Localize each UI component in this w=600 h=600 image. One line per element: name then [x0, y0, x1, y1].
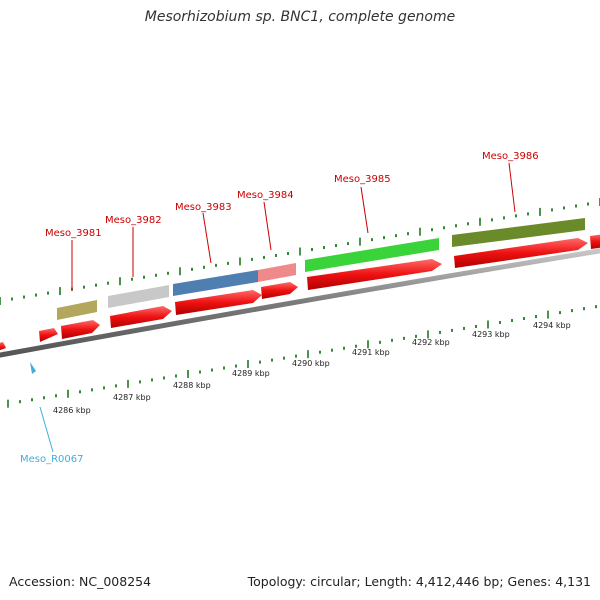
trna-marker[interactable]: [30, 362, 36, 374]
kbp-label: 4287 kbp: [113, 393, 151, 402]
label-leaders: [39, 162, 516, 453]
feature-blue[interactable]: [173, 270, 258, 296]
feature-green[interactable]: [305, 238, 439, 272]
gene-label-meso-3983[interactable]: Meso_3983: [175, 202, 232, 213]
cds-arrow[interactable]: [175, 290, 262, 315]
outer-tick-ring: [0, 198, 600, 305]
kbp-label: 4291 kbp: [352, 348, 390, 357]
cds-arrow[interactable]: [307, 259, 442, 290]
feature-olive[interactable]: [57, 300, 97, 320]
gene-label-meso-3986[interactable]: Meso_3986: [482, 151, 539, 162]
gene-label-meso-3981[interactable]: Meso_3981: [45, 228, 102, 239]
feature-pink[interactable]: [258, 263, 296, 282]
gene-label-meso-3984[interactable]: Meso_3984: [237, 190, 294, 201]
feature-track: [57, 218, 585, 320]
map-title: Mesorhizobium sp. BNC1, complete genome: [144, 9, 456, 25]
cds-arrow[interactable]: [110, 306, 172, 328]
genome-backbone: [0, 248, 600, 358]
cds-arrow[interactable]: [261, 282, 298, 299]
accession-text: Accession: NC_008254: [9, 574, 152, 589]
kbp-label: 4286 kbp: [53, 406, 91, 415]
inner-tick-ring: [7, 305, 597, 408]
cds-track: [0, 234, 600, 352]
gene-label-meso-r0067[interactable]: Meso_R0067: [20, 454, 84, 465]
gene-label-meso-3985[interactable]: Meso_3985: [334, 174, 391, 185]
kbp-label: 4290 kbp: [292, 359, 330, 368]
kbp-label: 4292 kbp: [412, 338, 450, 347]
cds-arrow[interactable]: [454, 238, 588, 268]
cds-arrow[interactable]: [0, 342, 6, 352]
cds-arrow[interactable]: [39, 328, 58, 342]
feature-darkolive[interactable]: [452, 218, 585, 247]
kbp-label: 4288 kbp: [173, 381, 211, 390]
gene-label-meso-3982[interactable]: Meso_3982: [105, 215, 162, 226]
genome-summary-text: Topology: circular; Length: 4,412,446 bp…: [247, 574, 591, 589]
kbp-label: 4294 kbp: [533, 321, 571, 330]
kbp-label: 4293 kbp: [472, 330, 510, 339]
cds-arrow[interactable]: [590, 234, 600, 249]
feature-grey[interactable]: [108, 285, 169, 308]
kbp-label: 4289 kbp: [232, 369, 270, 378]
cds-arrow[interactable]: [61, 320, 100, 339]
